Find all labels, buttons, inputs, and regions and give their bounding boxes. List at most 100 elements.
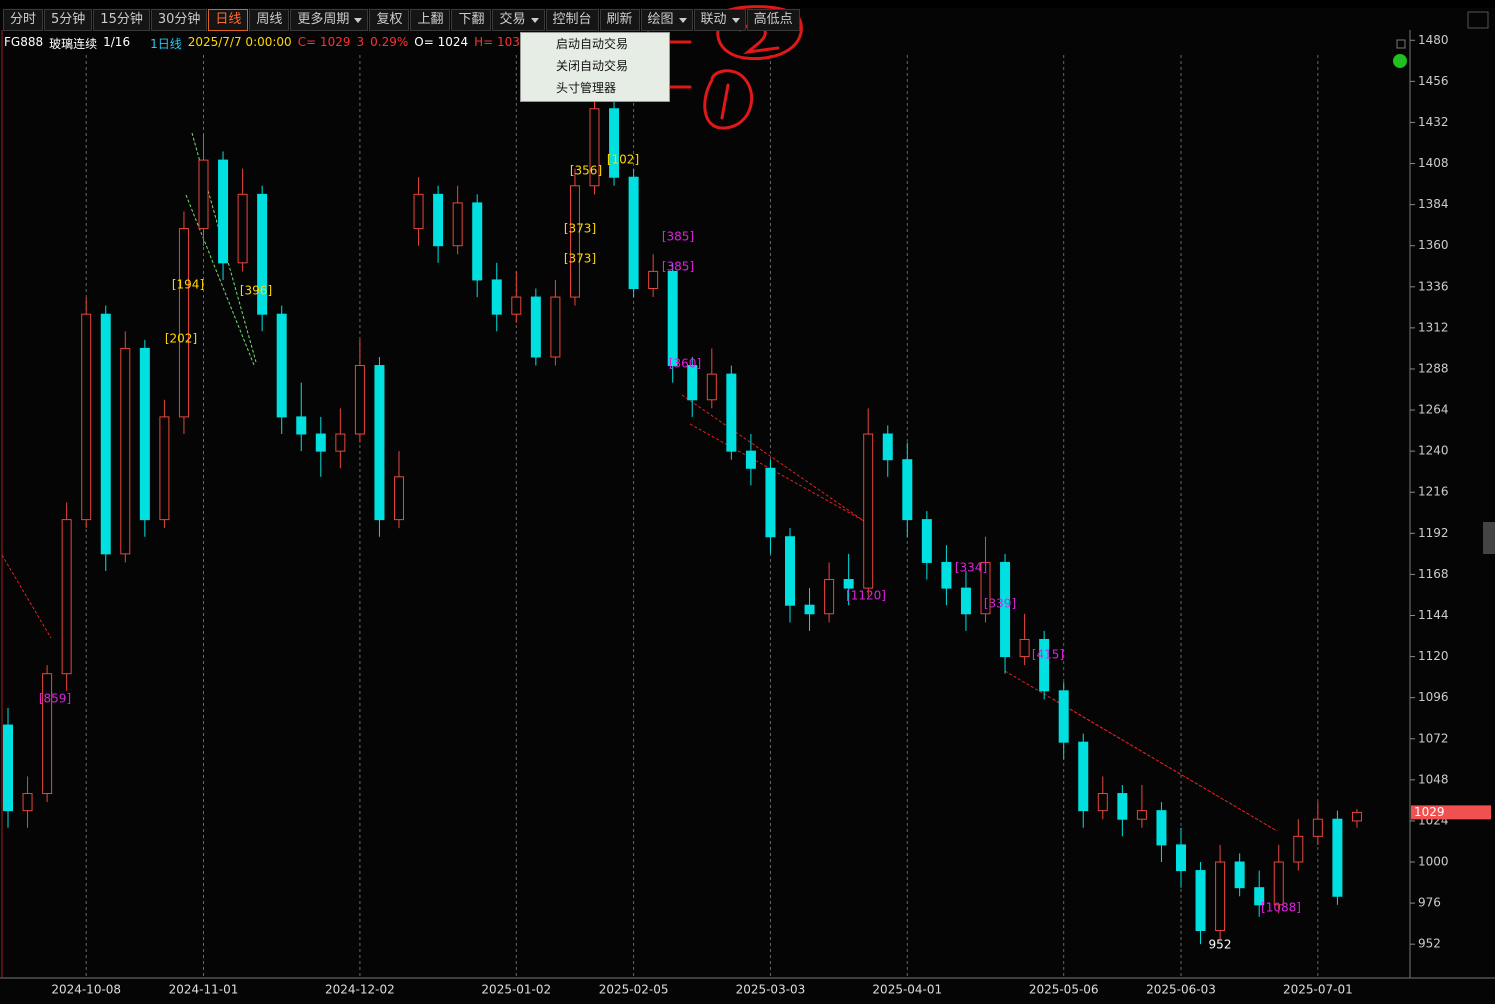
- candle-body: [1058, 690, 1069, 743]
- y-tick-label: 1168: [1418, 567, 1449, 581]
- candle-body: [569, 185, 580, 298]
- annotation: [334]: [955, 561, 987, 575]
- annotation: [1088]: [1261, 901, 1301, 915]
- toolbar-button[interactable]: 联动: [693, 9, 746, 31]
- candle-body: [433, 193, 444, 247]
- window-button[interactable]: [1467, 11, 1489, 29]
- toolbar-button[interactable]: 上翻: [410, 9, 451, 31]
- annotation: 952: [1209, 938, 1232, 952]
- candle-body: [1293, 835, 1304, 863]
- x-tick-label: 2025-07-01: [1283, 983, 1353, 997]
- annotation: [385]: [662, 260, 694, 274]
- trend-lines: [1, 132, 1278, 832]
- candle-body: [1117, 793, 1128, 820]
- y-tick-label: 1072: [1418, 731, 1449, 745]
- candle-body: [843, 579, 854, 589]
- toolbar-button[interactable]: 5分钟: [44, 9, 93, 31]
- y-tick-label: 1408: [1418, 156, 1449, 170]
- y-tick-label: 1336: [1418, 279, 1449, 293]
- candle-body: [374, 365, 385, 521]
- candle-body: [980, 561, 991, 615]
- annotation: [194]: [172, 278, 204, 292]
- trend-line: [681, 394, 1278, 832]
- y-tick-label: 1264: [1418, 403, 1449, 417]
- candle-body: [687, 365, 698, 401]
- y-tick-label: 952: [1418, 937, 1441, 951]
- y-tick-label: 1456: [1418, 74, 1449, 88]
- candle-body: [628, 176, 639, 290]
- y-tick-label: 1312: [1418, 320, 1449, 334]
- y-tick-label: 1144: [1418, 608, 1449, 622]
- toolbar-button[interactable]: 控制台: [545, 9, 599, 31]
- candle-body: [1000, 561, 1011, 658]
- trend-line: [1, 554, 52, 639]
- info-item: O= 1024: [414, 35, 469, 49]
- dropdown-menu: 启动自动交易 关闭自动交易 头寸管理器: [520, 32, 670, 102]
- toolbar-button[interactable]: 刷新: [599, 9, 640, 31]
- annotation: [373]: [564, 222, 596, 236]
- toolbar-button[interactable]: 交易: [492, 9, 545, 31]
- candle-body: [706, 373, 717, 401]
- toolbar-button[interactable]: 30分钟: [150, 9, 208, 31]
- y-tick-label: 1120: [1418, 649, 1449, 663]
- side-tab[interactable]: [1483, 522, 1495, 554]
- candle-body: [1312, 818, 1323, 837]
- info-item: 3: [356, 35, 365, 49]
- candle-body: [1273, 861, 1284, 906]
- toolbar-button[interactable]: 高低点: [746, 9, 800, 31]
- y-tick-label: 1096: [1418, 690, 1449, 704]
- toolbar-button[interactable]: 复权: [369, 9, 410, 31]
- candle-body: [472, 202, 483, 281]
- menu-item[interactable]: 关闭自动交易: [556, 59, 629, 73]
- candle-body: [902, 459, 913, 521]
- info-bar: FG888 玻璃连续 1/16 1日线 2025/7/7 0:00:00 C= 1029 3…: [4, 35, 540, 52]
- info-item: FG888: [4, 35, 44, 49]
- annotation: [339]: [984, 597, 1016, 611]
- candle-body: [198, 159, 209, 230]
- candle-body: [550, 296, 561, 358]
- candle-body: [765, 467, 776, 538]
- candle-body: [61, 519, 72, 675]
- candle-body: [159, 416, 170, 521]
- y-tick-label: 976: [1418, 896, 1441, 910]
- candle-body: [648, 270, 659, 290]
- y-tick-label: 1192: [1418, 526, 1449, 540]
- x-tick-label: 2025-04-01: [872, 983, 942, 997]
- x-tick-label: 2024-12-02: [325, 983, 395, 997]
- candle-body: [1195, 870, 1206, 931]
- candle-body: [1078, 741, 1089, 812]
- trend-line: [185, 132, 257, 366]
- y-tick-label: 1048: [1418, 772, 1449, 786]
- menu-item[interactable]: 启动自动交易: [556, 37, 629, 51]
- toolbar-button[interactable]: 15分钟: [93, 9, 150, 31]
- toolbar-button[interactable]: 绘图: [640, 9, 693, 31]
- toolbar-button[interactable]: 下翻: [451, 9, 492, 31]
- candle-body: [667, 270, 678, 367]
- toolbar-button[interactable]: 周线: [249, 9, 290, 31]
- x-tick-label: 2025-03-03: [736, 983, 806, 997]
- info-item: 0.29%: [370, 35, 409, 49]
- candle-body: [824, 579, 835, 615]
- menu-item[interactable]: 头寸管理器: [556, 81, 617, 95]
- candle-body: [882, 433, 893, 461]
- candle-body: [413, 193, 424, 230]
- toolbar-button[interactable]: 更多周期: [290, 9, 369, 31]
- candle-body: [491, 279, 502, 315]
- candle-body: [1254, 887, 1265, 906]
- x-tick-label: 2025-01-02: [481, 983, 551, 997]
- annotation: [102]: [607, 153, 639, 167]
- toolbar-button[interactable]: 日线: [208, 9, 249, 31]
- annotation: [385]: [662, 230, 694, 244]
- info-item: C= 1029: [297, 35, 351, 49]
- annotation: [415]: [1032, 648, 1064, 662]
- candle-body: [139, 347, 150, 521]
- candle-body: [960, 587, 971, 615]
- candle-body: [1332, 818, 1343, 897]
- candle-body: [22, 793, 33, 812]
- toolbar-button[interactable]: 分时: [3, 9, 44, 31]
- candle-body: [941, 561, 952, 589]
- candle-body: [609, 108, 620, 178]
- candle-body: [785, 536, 795, 606]
- y-tick-label: 1240: [1418, 444, 1449, 458]
